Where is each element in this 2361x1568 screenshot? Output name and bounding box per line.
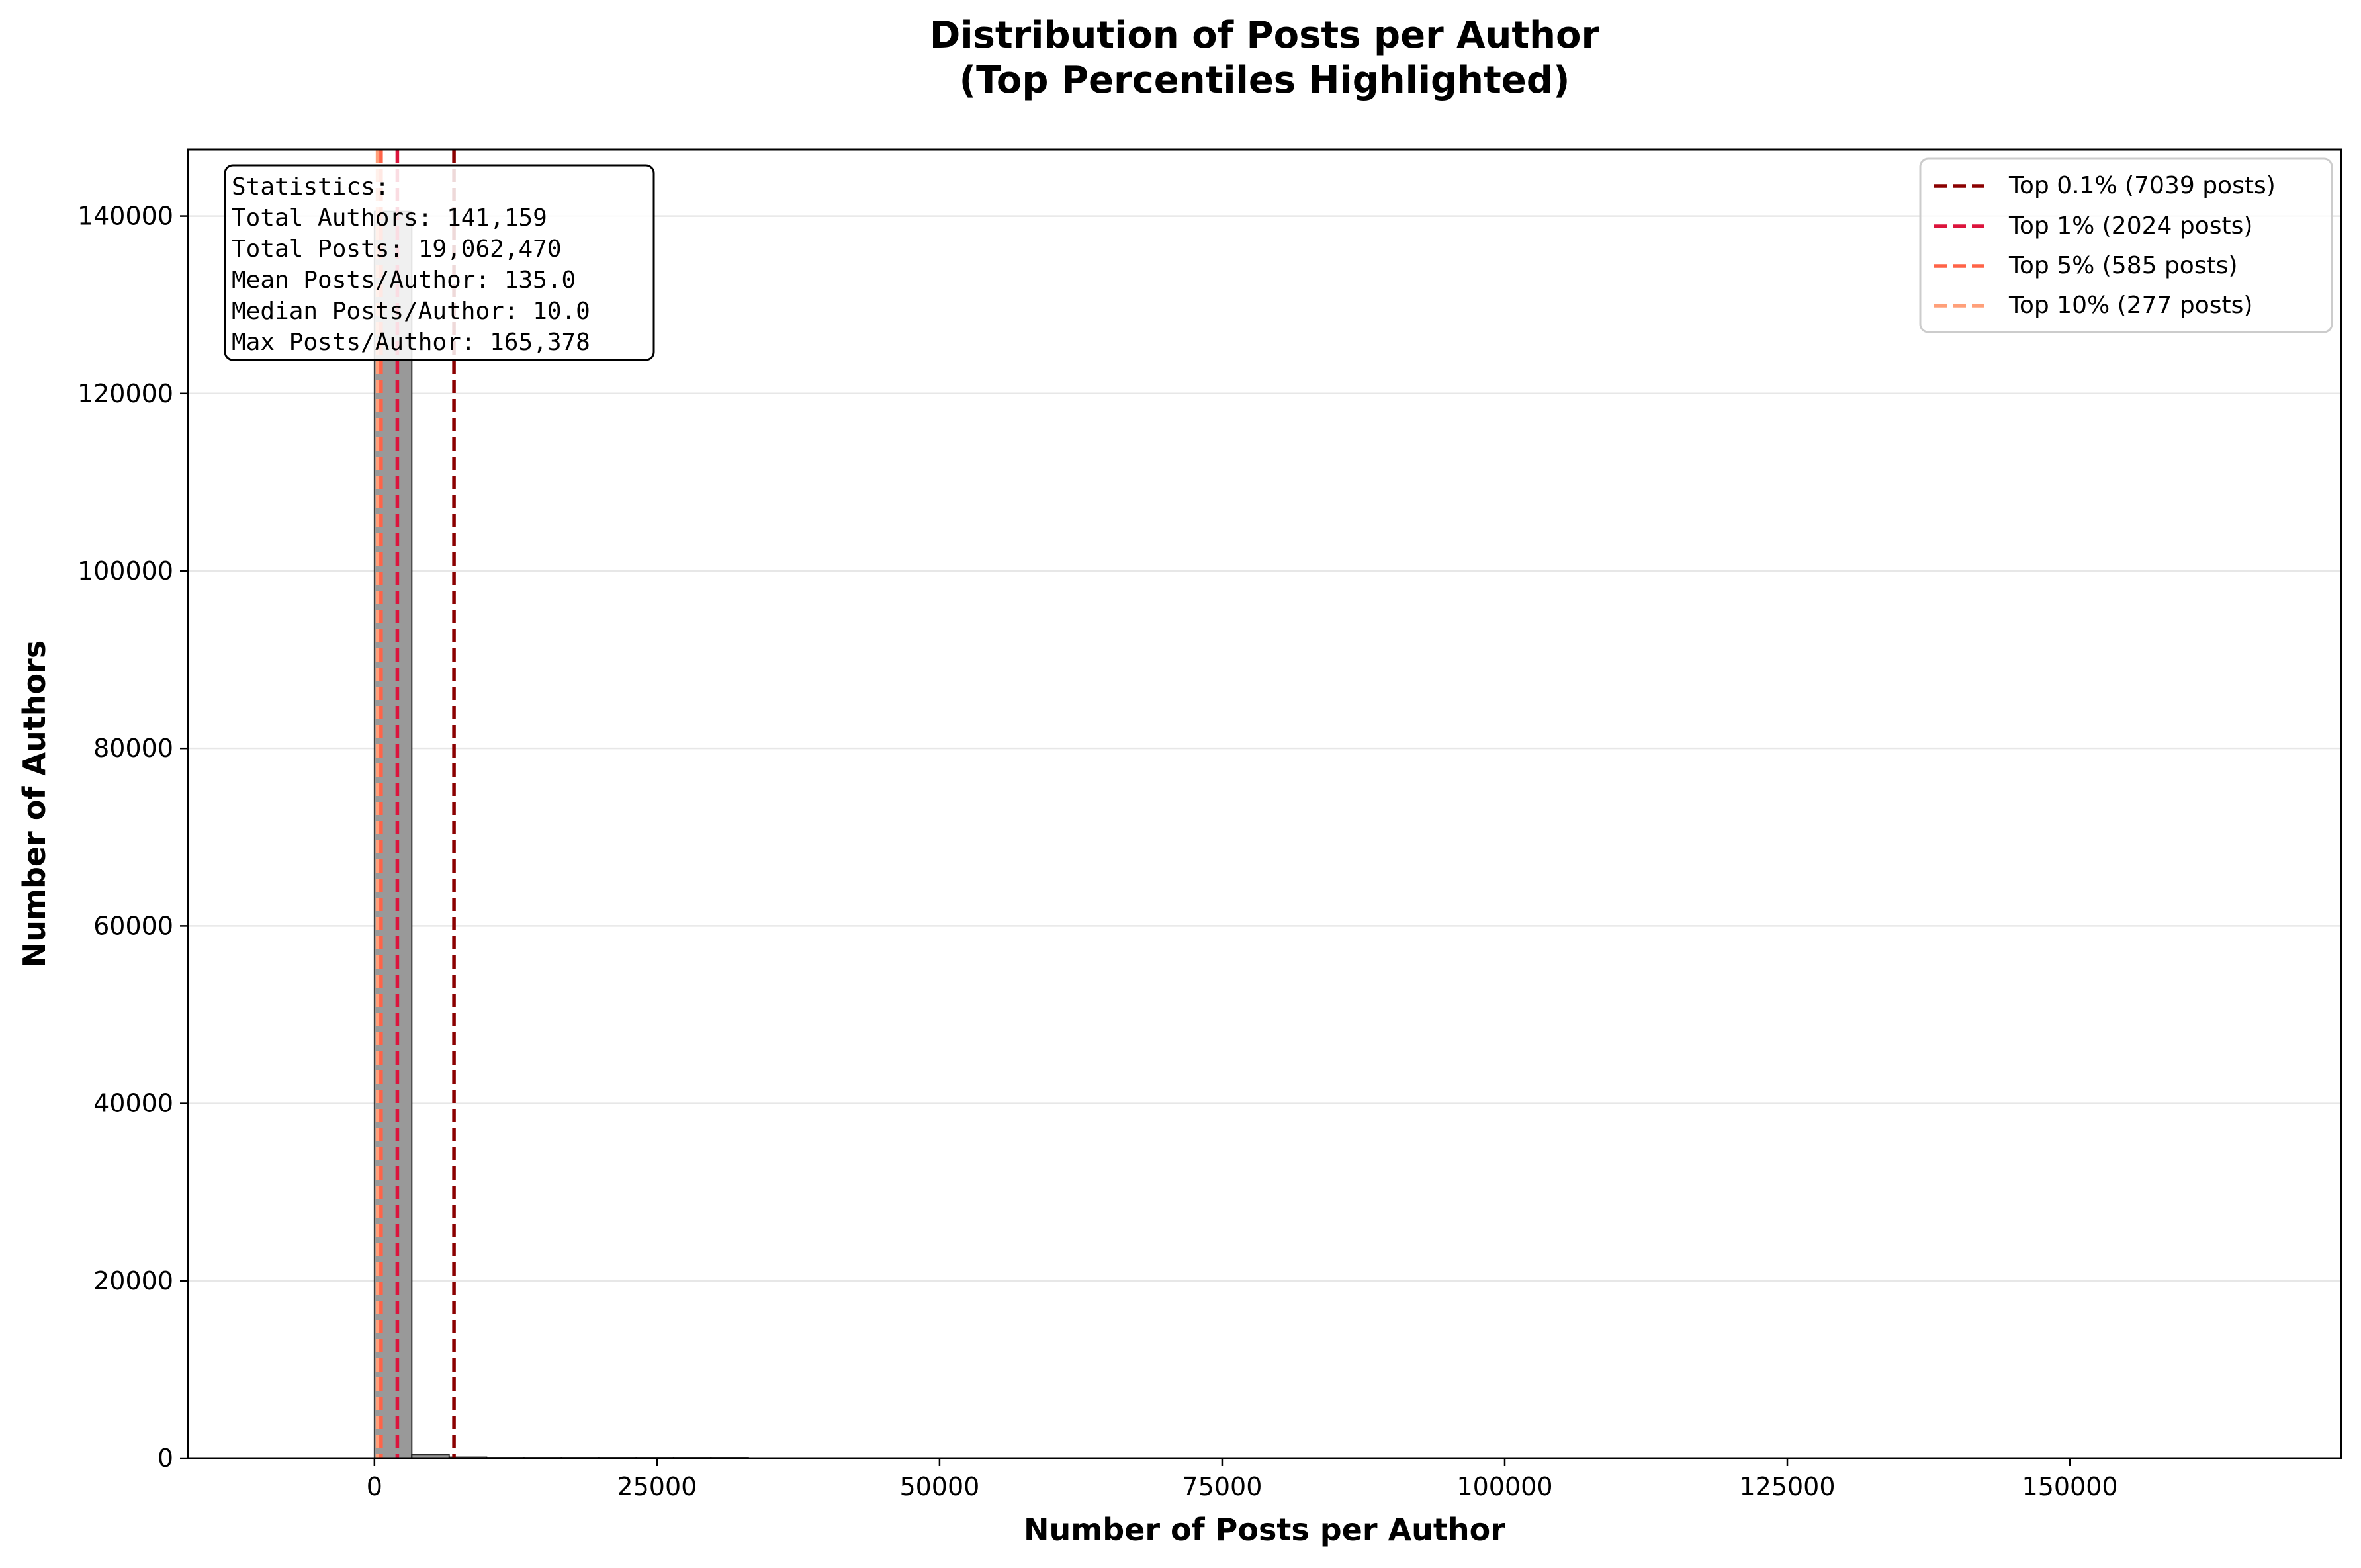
x-tick-label: 50000	[899, 1472, 979, 1501]
legend-label-top-5: Top 5% (585 posts)	[2008, 252, 2238, 279]
y-tick-label: 60000	[93, 911, 173, 940]
legend-label-top-10: Top 10% (277 posts)	[2008, 292, 2252, 319]
y-tick-label: 140000	[77, 202, 173, 231]
x-axis: 0 25000 50000 75000 100000 125000 150000	[367, 1458, 2118, 1501]
statistics-box-frame	[224, 164, 655, 361]
x-tick-label: 125000	[1739, 1472, 1835, 1501]
x-tick-label: 25000	[617, 1472, 697, 1501]
plot-frame	[187, 148, 2342, 1459]
stats-line-max: Max Posts/Author: 165,378	[232, 329, 590, 356]
y-tick-label: 40000	[93, 1089, 173, 1118]
x-axis-label: Number of Posts per Author	[1024, 1512, 1505, 1547]
stats-line-total-posts: Total Posts: 19,062,470	[232, 236, 562, 263]
y-axis: 0 20000 40000 60000 80000 100000 120000 140000	[77, 202, 188, 1473]
stats-line-heading: Statistics:	[232, 173, 389, 200]
y-tick-label: 100000	[77, 556, 173, 586]
plot-area-background	[188, 150, 2341, 1458]
stats-line-median: Median Posts/Author: 10.0	[232, 298, 590, 325]
x-tick-label: 75000	[1182, 1472, 1262, 1501]
y-tick-label: 120000	[77, 379, 173, 408]
legend-swatches	[1934, 184, 1984, 308]
stats-line-mean: Mean Posts/Author: 135.0	[232, 267, 576, 294]
y-tick-label: 80000	[93, 734, 173, 763]
chart-title-line-2: (Top Percentiles Highlighted)	[959, 59, 1570, 102]
chart-title-line-1: Distribution of Posts per Author	[930, 14, 1600, 57]
legend-label-top-1: Top 1% (2024 posts)	[2008, 212, 2252, 240]
x-tick-label: 150000	[2022, 1472, 2118, 1501]
legend-label-top-0-1: Top 0.1% (7039 posts)	[2008, 172, 2276, 199]
y-tick-label: 0	[157, 1444, 173, 1473]
stats-line-total-authors: Total Authors: 141,159	[232, 204, 547, 232]
y-tick-label: 20000	[93, 1266, 173, 1295]
legend-frame	[1919, 157, 2333, 333]
percentile-lines-layer	[375, 150, 456, 1458]
x-tick-label: 100000	[1456, 1472, 1552, 1501]
legend: Top 0.1% (7039 posts) Top 1% (2024 posts…	[1919, 157, 2333, 333]
y-axis-label: Number of Authors	[17, 640, 52, 967]
x-tick-label: 0	[367, 1472, 382, 1501]
statistics-box: Statistics: Total Authors: 141,159 Total…	[224, 164, 655, 361]
